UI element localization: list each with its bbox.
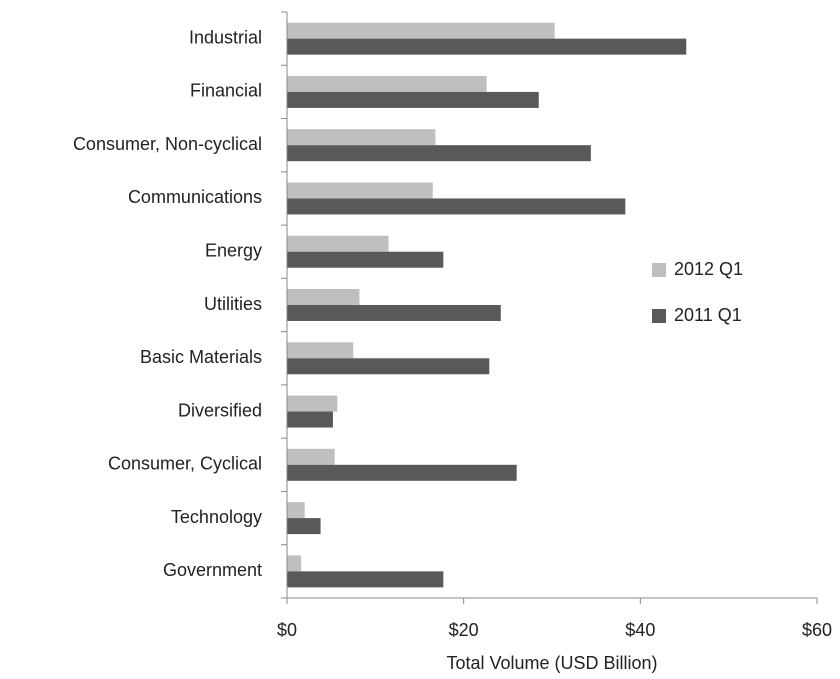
bar — [287, 289, 360, 305]
bar — [287, 22, 555, 39]
y-tick-label: Consumer, Non-cyclical — [73, 134, 262, 154]
bar — [287, 38, 687, 55]
bar — [287, 448, 335, 465]
y-tick-label: Industrial — [189, 27, 262, 47]
legend-swatch — [652, 309, 666, 323]
bar — [287, 182, 433, 199]
bar — [287, 358, 490, 375]
y-tick-label: Energy — [205, 240, 262, 260]
y-tick-label: Diversified — [178, 400, 262, 420]
x-tick-label: $40 — [625, 620, 655, 640]
y-tick-label: Government — [163, 560, 262, 580]
bar — [287, 571, 444, 588]
bar — [287, 198, 626, 215]
bar — [287, 129, 436, 146]
bar — [287, 464, 517, 481]
y-tick-label: Communications — [128, 187, 262, 207]
y-tick-label: Basic Materials — [140, 347, 262, 367]
bar — [287, 91, 539, 108]
bar — [287, 555, 302, 572]
y-tick-label: Utilities — [204, 294, 262, 314]
y-tick-label: Technology — [171, 507, 262, 527]
bar — [287, 251, 444, 268]
x-tick-label: $20 — [449, 620, 479, 640]
y-tick-label: Financial — [190, 81, 262, 101]
bar — [287, 305, 501, 321]
x-tick-label: $60 — [802, 620, 832, 640]
bar — [287, 502, 305, 519]
bar — [287, 145, 591, 162]
legend-swatch — [652, 263, 666, 277]
legend-label: 2012 Q1 — [674, 259, 743, 279]
x-tick-label: $0 — [277, 620, 297, 640]
bar — [287, 342, 354, 359]
bar — [287, 235, 389, 252]
legend-label: 2011 Q1 — [674, 305, 742, 325]
y-tick-label: Consumer, Cyclical — [108, 454, 262, 474]
bar — [287, 395, 338, 412]
bar — [287, 75, 487, 92]
bar — [287, 411, 333, 428]
x-axis-label: Total Volume (USD Billion) — [446, 653, 657, 673]
bar — [287, 518, 321, 535]
